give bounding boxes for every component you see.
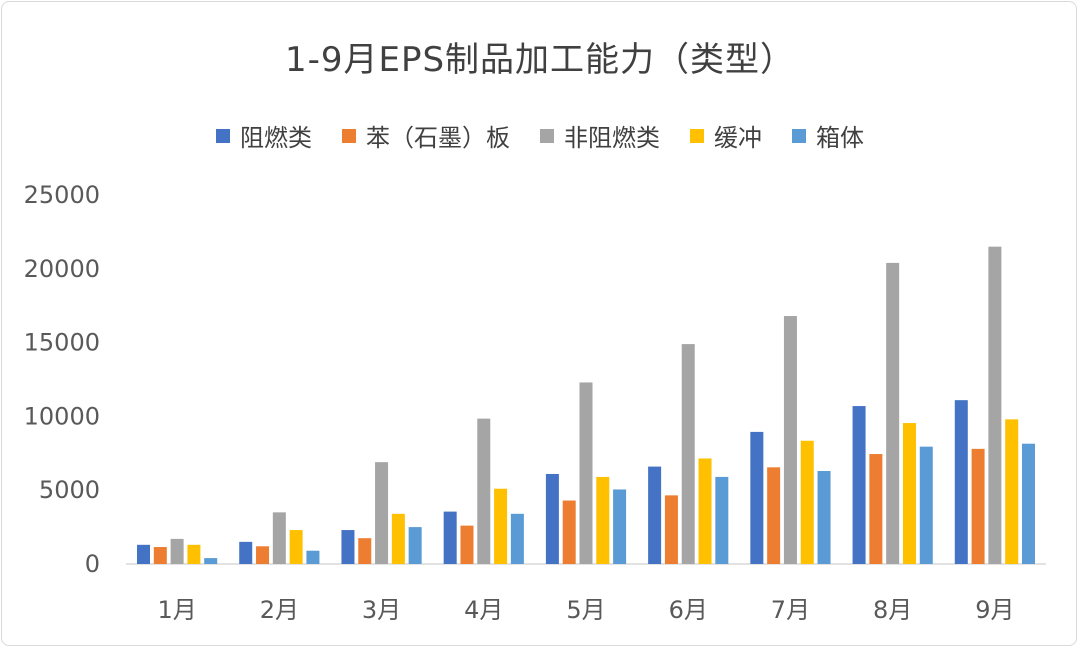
bar <box>545 473 559 564</box>
bar <box>391 513 405 564</box>
bar <box>817 471 831 564</box>
bar <box>954 400 968 564</box>
bar <box>137 544 151 564</box>
bar <box>783 316 797 564</box>
bar <box>800 440 814 564</box>
x-tick-label: 7月 <box>771 596 810 624</box>
bar <box>1005 419 1019 564</box>
x-tick-label: 9月 <box>975 596 1014 624</box>
bar <box>272 512 286 564</box>
y-tick-label: 10000 <box>24 402 100 430</box>
legend-item: 缓冲 <box>690 118 762 153</box>
bar <box>408 527 422 564</box>
bar <box>170 538 184 564</box>
legend-item: 非阻燃类 <box>540 118 660 153</box>
chart-legend: 阻燃类 苯（石墨）板 非阻燃类 缓冲 箱体 <box>2 118 1076 153</box>
y-tick-label: 15000 <box>24 329 100 357</box>
bar <box>306 550 320 564</box>
legend-item: 苯（石墨）板 <box>342 118 510 153</box>
bar <box>988 246 1002 564</box>
x-tick-label: 5月 <box>566 596 605 624</box>
bar <box>971 448 985 564</box>
bar <box>358 538 372 564</box>
bar <box>902 423 916 564</box>
bar <box>510 513 524 564</box>
bar <box>204 558 218 564</box>
bar <box>579 382 593 564</box>
chart-title: 1-9月EPS制品加工能力（类型） <box>284 40 796 80</box>
legend-label: 苯（石墨）板 <box>366 124 510 152</box>
legend-label: 缓冲 <box>714 124 762 152</box>
bar <box>341 530 355 564</box>
bar <box>443 511 457 564</box>
bar <box>767 467 781 564</box>
legend-label: 箱体 <box>816 124 864 152</box>
bar <box>613 489 627 564</box>
bar <box>187 544 201 564</box>
legend-item: 阻燃类 <box>216 118 312 153</box>
y-tick-label: 20000 <box>24 255 100 283</box>
y-tick-label: 25000 <box>24 181 100 209</box>
bar <box>648 466 662 564</box>
bar <box>289 530 303 564</box>
bar <box>494 488 508 564</box>
bar <box>239 541 253 564</box>
legend-swatch <box>690 128 704 143</box>
bar <box>664 495 678 564</box>
bar <box>375 462 389 564</box>
bar <box>477 418 491 564</box>
x-tick-label: 4月 <box>464 596 503 624</box>
y-tick-label: 5000 <box>39 476 100 504</box>
legend-label: 非阻燃类 <box>564 124 660 152</box>
bar <box>886 262 900 564</box>
legend-item: 箱体 <box>792 118 864 153</box>
bar <box>562 500 576 564</box>
x-tick-label: 2月 <box>260 596 299 624</box>
legend-swatch <box>342 128 356 143</box>
bar <box>852 406 866 564</box>
bar <box>256 546 270 564</box>
x-tick-label: 6月 <box>669 596 708 624</box>
bar <box>715 476 729 564</box>
bar <box>460 525 474 564</box>
legend-swatch <box>792 128 806 143</box>
bar <box>596 476 610 564</box>
legend-label: 阻燃类 <box>240 124 312 152</box>
bar <box>681 344 695 564</box>
bar <box>919 446 933 564</box>
bar <box>869 454 883 564</box>
bar <box>750 431 764 564</box>
x-tick-label: 8月 <box>873 596 912 624</box>
x-tick-label: 3月 <box>362 596 401 624</box>
x-tick-label: 1月 <box>157 596 196 624</box>
legend-swatch <box>216 128 230 143</box>
bar <box>698 458 712 564</box>
legend-swatch <box>540 128 554 143</box>
bar <box>153 547 167 564</box>
y-tick-label: 0 <box>85 550 100 578</box>
bar <box>1021 443 1035 564</box>
